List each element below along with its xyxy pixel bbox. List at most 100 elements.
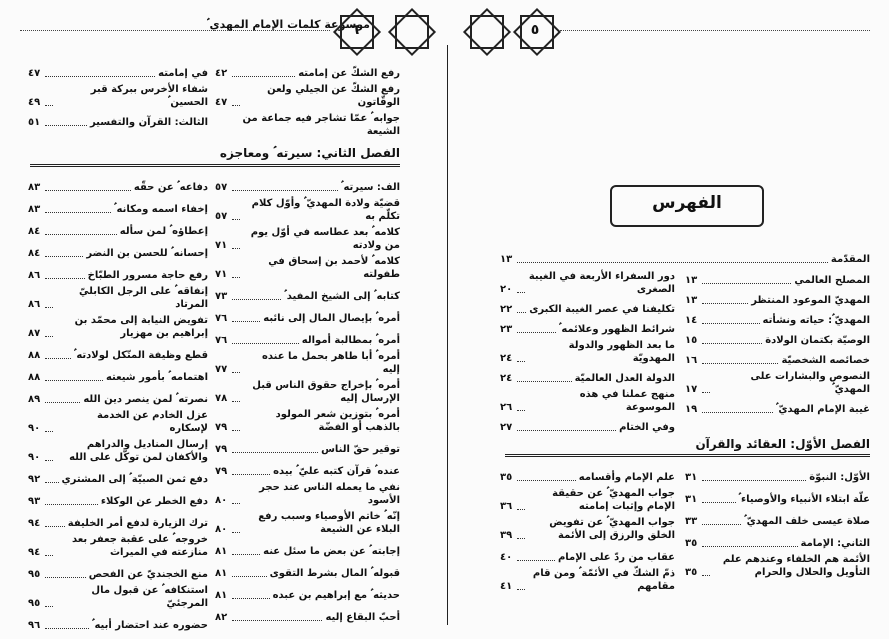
toc-row: ما بعد الظهور والدولة المهدويّة ٢٤ xyxy=(500,336,675,365)
entry-page: ٧٨ xyxy=(215,393,228,404)
entry-title: أحبّ البقاع إليه xyxy=(325,612,400,623)
leader-dots xyxy=(45,256,84,257)
entry-page: ١٦ xyxy=(685,355,698,366)
entry-page: ٣١ xyxy=(685,472,698,483)
entry-title: إنفاقه ؑ على الرجل الكابليّ المرتاد xyxy=(79,286,208,310)
entry-title: كلامه ؑ بعد عطاسه في أوّل يوم من ولادته xyxy=(250,227,400,251)
toc-row: أمره ؑ أبا طاهر بحمل ما عنده إليه ٧٧ xyxy=(215,347,400,376)
entry-title: تفويض النيابة إلى محمّد بن إبراهيم بن مه… xyxy=(74,315,208,339)
leader-dots xyxy=(232,620,323,621)
entry-title: المهديّ الموعود المنتظر xyxy=(751,295,870,306)
entry-page: ٨٦ xyxy=(28,270,41,281)
toc-row: المهديّ ؑ: حياته ونشأته ١٤ xyxy=(685,307,870,327)
entry-page: ٧٩ xyxy=(215,422,228,433)
leader-dots xyxy=(517,509,525,510)
entry-page: ٨٤ xyxy=(28,248,41,259)
entry-title: كلامه ؑ لأحمد بن إسحاق في طفولته xyxy=(268,256,400,280)
leader-dots xyxy=(517,332,556,333)
chapter-heading: الفصل الثاني: سيرته ؑ ومعاجزه xyxy=(30,146,400,167)
chapter-heading: الفصل الأوّل: العقائد والقرآن xyxy=(505,437,870,457)
toc-row: دفاعه ؑ عن حقّه ٨٣ xyxy=(28,172,208,194)
entry-title: المهديّ ؑ: حياته ونشأته xyxy=(762,315,870,326)
page-number: ٥ xyxy=(530,22,540,38)
leader-dots xyxy=(45,380,103,381)
toc-row: تفويض النيابة إلى محمّد بن إبراهيم بن مه… xyxy=(28,311,208,340)
leader-dots xyxy=(45,402,81,403)
toc-row: قبوله ؑ المال بشرط التقوى ٨١ xyxy=(215,558,400,580)
entry-title: قضيّة ولادة المهديّ ؑ وأوّل كلام تكلّم ب… xyxy=(251,198,400,222)
entry-title: رفع الشكّ عن إمامته xyxy=(298,68,400,79)
toc-column: المصلح العالمي ١٣ المهديّ الموعود المنتظر ١… xyxy=(685,267,870,416)
gutter-line xyxy=(447,45,448,625)
toc-row: تكليفنا في عصر الغيبة الكبرى ٢٢ xyxy=(500,296,675,316)
leader-dots xyxy=(702,575,710,576)
entry-title: تكليفنا في عصر الغيبة الكبرى xyxy=(529,304,675,315)
entry-page: ٥١ xyxy=(28,117,41,128)
leader-dots xyxy=(517,480,576,481)
entry-page: ٢٧ xyxy=(500,422,513,433)
running-title: موسوعة كلمات الإمام المهدي ؑ xyxy=(206,18,370,31)
toc-row: ذمّ الشكّ في الأئمّة ؑ ومن قام مقامهم ٤١ xyxy=(500,564,675,593)
entry-title: المصلح العالمي xyxy=(794,275,870,286)
leader-dots xyxy=(517,312,527,313)
leader-dots xyxy=(232,430,240,431)
entry-title: في إمامته xyxy=(158,68,208,79)
entry-title: إعطاؤه ؑ لمن سأله xyxy=(119,226,208,237)
leader-dots xyxy=(45,460,53,461)
entry-title: صلاة عيسى خلف المهديّ ؑ xyxy=(744,516,870,527)
toc-row: الثاني: الإمامة ٣٥ xyxy=(685,528,870,550)
entry-title: ترك الزيارة لدفع أمر الخليفة xyxy=(67,518,208,529)
toc-row: الف: سيرته ؑ ٥٧ xyxy=(215,172,400,194)
entry-page: ٧١ xyxy=(215,269,228,280)
entry-title: حديثه ؑ مع إبراهيم بن عبده xyxy=(272,590,400,601)
toc-row: أمره ؑ بتوزين شعر المولود بالذهب أو الفض… xyxy=(215,405,400,434)
toc-row: دفع الخطر عن الوكلاء ٩٣ xyxy=(28,486,208,508)
entry-title: الوصيّة بكتمان الولادة xyxy=(765,335,870,346)
entry-page: ٧١ xyxy=(215,240,228,251)
entry-title: أمره ؑ بإخراج حقوق الناس قبل الإرسال إلي… xyxy=(252,380,400,404)
entry-page: ٢٤ xyxy=(500,373,513,384)
entry-title: نصرته ؑ لمن ينصر دين الله xyxy=(83,394,208,405)
toc-row: حديثه ؑ مع إبراهيم بن عبده ٨١ xyxy=(215,580,400,602)
entry-title: جواب المهديّ ؑ عن تفويض الخلق والرزق إلى… xyxy=(549,517,675,541)
entry-title: أمره ؑ بمطالبة أمواله xyxy=(301,335,400,346)
toc-row: إعطاؤه ؑ لمن سأله ٨٤ xyxy=(28,216,208,238)
toc-row: إنفاقه ؑ على الرجل الكابليّ المرتاد ٨٦ xyxy=(28,282,208,311)
leader-dots xyxy=(702,343,763,344)
entry-page: ٨٢ xyxy=(215,612,228,623)
toc-row: منع الخجنديّ عن الفحص ٩٥ xyxy=(28,559,208,581)
entry-title: حضوره عند احتضار أبيه ؑ xyxy=(91,620,208,631)
toc-row: أمره ؑ بإخراج حقوق الناس قبل الإرسال إلي… xyxy=(215,376,400,405)
entry-page: ٩٠ xyxy=(28,452,41,463)
leader-dots xyxy=(702,363,779,364)
toc-column: علم الإمام وأقسامه ٣٥ جواب المهديّ ؑ عن حق… xyxy=(500,462,675,593)
toc-row: رفع حاجة مسرور الطبّاخ ٨٦ xyxy=(28,260,208,282)
leader-dots xyxy=(232,321,261,322)
toc-row: المهديّ الموعود المنتظر ١٣ xyxy=(685,287,870,307)
toc-row: الوصيّة بكتمان الولادة ١٥ xyxy=(685,327,870,347)
toc-row: منهج عملنا في هذه الموسوعة ٢٦ xyxy=(500,385,675,414)
toc-row: الدولة العدل العالميّة ٢٤ xyxy=(500,365,675,385)
leader-dots xyxy=(45,482,59,483)
toc-column: دور السفراء الأربعة في الغيبة الصغرى ٢٠ تك… xyxy=(500,267,675,434)
entry-title: الدولة العدل العالميّة xyxy=(574,373,675,384)
leader-dots xyxy=(517,262,828,263)
toc-row: وفي الختام ٢٧ xyxy=(500,414,675,434)
leader-dots xyxy=(232,503,240,504)
entry-page: ١٣ xyxy=(500,254,513,265)
entry-page: ٤٧ xyxy=(215,97,228,108)
leader-dots xyxy=(45,504,98,505)
toc-column: دفاعه ؑ عن حقّه ٨٣ إخفاء اسمه ومكانه ؑ ٨٣ إع… xyxy=(28,172,208,632)
entry-page: ٥٧ xyxy=(215,211,228,222)
leader-dots xyxy=(232,474,271,475)
entry-page: ١٥ xyxy=(685,335,698,346)
leader-dots xyxy=(232,76,296,77)
entry-page: ٧٦ xyxy=(215,335,228,346)
page-number-frame xyxy=(340,15,374,49)
toc-row: جواب المهديّ ؑ عن حقيقة الإمام وإثبات إم… xyxy=(500,484,675,513)
entry-title: منع الخجنديّ عن الفحص xyxy=(88,569,208,580)
leader-dots xyxy=(232,532,240,533)
entry-page: ٥٧ xyxy=(215,182,228,193)
toc-row: جواب المهديّ ؑ عن تفويض الخلق والرزق إلى… xyxy=(500,513,675,542)
leader-dots xyxy=(232,248,240,249)
